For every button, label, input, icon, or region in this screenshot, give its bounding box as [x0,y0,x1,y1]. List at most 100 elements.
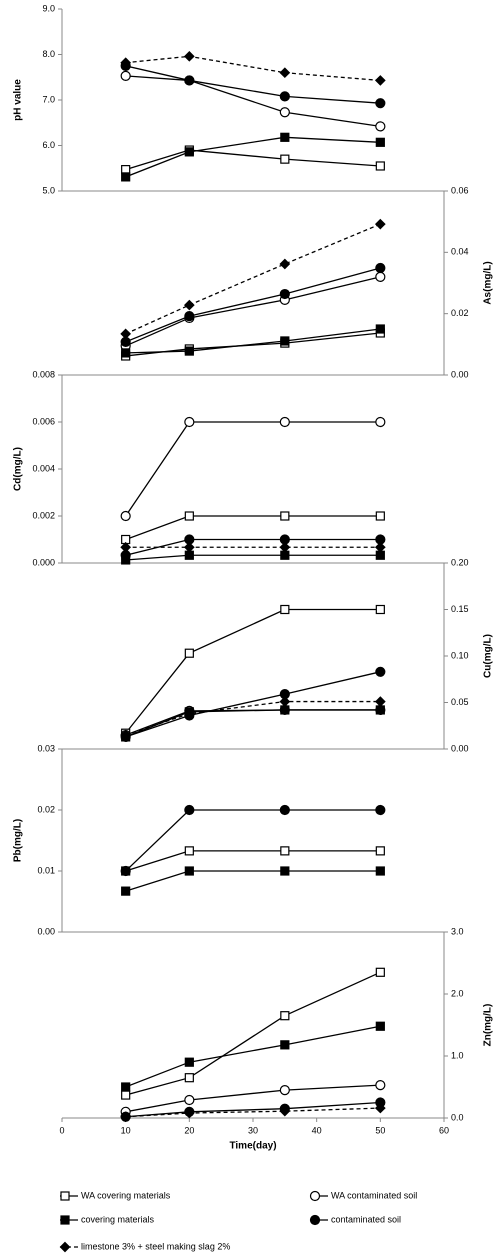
marker [120,328,132,340]
marker [121,1090,131,1100]
marker [375,1080,386,1091]
marker [183,1107,195,1119]
series-line [125,1107,381,1118]
marker [120,1111,132,1123]
y-axis-label: Pb(mg/L) [13,819,24,862]
y-tick-label: 0.10 [451,650,469,660]
marker [375,137,385,147]
marker [120,70,131,81]
marker [120,57,132,69]
marker [183,50,195,62]
marker [280,132,290,142]
marker [375,846,385,856]
series-line [125,328,381,354]
series-line [125,850,381,872]
y-tick-label: 0.20 [451,557,469,567]
y-tick-label: 0.00 [451,369,469,379]
marker [375,324,385,334]
y-tick-label: 0.004 [32,463,55,473]
series-line [125,55,381,82]
y-axis-label: As(mg/L) [483,261,494,304]
marker [279,91,290,102]
marker [184,648,194,658]
marker [375,866,385,876]
y-tick-label: 0.008 [32,369,55,379]
y-tick-label: 0.0 [451,1112,464,1122]
y-tick-label: 0.05 [451,697,469,707]
marker [184,804,195,816]
series-line [125,267,381,343]
marker [60,1215,70,1225]
marker [280,1040,290,1050]
series-line [125,700,381,736]
y-tick-label: 6.0 [42,140,55,150]
marker [183,708,195,720]
x-tick-label: 20 [184,1125,194,1135]
series-line [125,554,381,561]
marker [279,67,291,79]
series-line [125,276,381,347]
marker [184,346,194,356]
y-tick-label: 0.06 [451,185,469,195]
y-axis-label: Cu(mg/L) [483,634,494,678]
marker [279,107,290,118]
marker [375,161,385,171]
marker [309,1214,321,1226]
marker [184,846,194,856]
legend-label: contaminated soil [331,1214,401,1224]
marker [375,262,386,274]
marker [184,1073,194,1083]
marker [121,172,131,182]
marker [279,258,291,270]
marker [184,1057,194,1067]
marker [120,510,131,522]
legend-label: WA covering materials [81,1190,171,1200]
x-tick-label: 10 [121,1125,131,1135]
marker [120,865,131,877]
marker [375,705,385,715]
legend-label: covering materials [81,1214,155,1224]
marker [375,666,386,677]
x-tick-label: 0 [59,1125,64,1135]
marker [375,121,386,132]
marker [280,705,290,715]
y-tick-label: 0.01 [37,865,55,875]
y-tick-label: 0.000 [32,557,55,567]
legend-label: WA contaminated soil [331,1190,417,1200]
marker [184,511,194,521]
y-tick-label: 1.0 [451,1050,464,1060]
marker [184,866,194,876]
y-tick-label: 0.02 [451,308,469,318]
marker [280,154,290,164]
y-tick-label: 0.006 [32,416,55,426]
series-line [125,971,381,1096]
y-tick-label: 0.00 [451,743,469,753]
series-line [125,870,381,892]
marker [280,511,290,521]
marker [60,1191,70,1201]
marker [183,541,195,553]
marker [121,348,131,358]
x-tick-label: 30 [248,1125,258,1135]
marker [120,729,132,741]
marker [280,604,290,615]
marker [374,541,386,553]
series-line [125,75,381,128]
marker [374,218,386,230]
x-tick-label: 50 [375,1125,385,1135]
series-line [125,515,381,541]
y-tick-label: 9.0 [42,3,55,13]
series-line [125,136,381,178]
y-tick-label: 0.02 [37,804,55,814]
marker [280,336,290,346]
x-tick-label: 60 [439,1125,449,1135]
series-line [125,608,381,734]
marker [280,1011,290,1021]
marker [183,299,195,311]
y-tick-label: 0.04 [451,247,469,257]
y-axis-label: pH value [13,79,24,121]
marker [184,75,195,86]
y-tick-label: 0.03 [37,743,55,753]
